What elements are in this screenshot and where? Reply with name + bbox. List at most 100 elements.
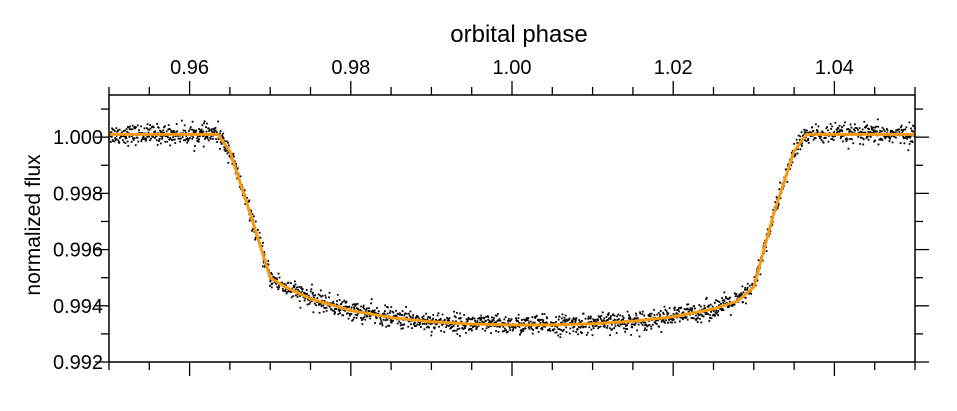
data-point (144, 139, 147, 142)
data-point (439, 318, 442, 321)
data-points (108, 118, 916, 339)
data-point (751, 283, 754, 286)
data-point (344, 305, 347, 308)
data-point (155, 139, 158, 142)
data-point (680, 306, 683, 309)
data-point (778, 188, 781, 191)
data-point (222, 132, 225, 135)
data-point (775, 196, 778, 198)
data-point (627, 317, 630, 320)
data-point (353, 306, 355, 309)
data-point (310, 288, 313, 291)
data-point (757, 259, 760, 262)
data-point (903, 142, 906, 145)
data-point (356, 314, 359, 317)
data-point (883, 130, 886, 133)
data-point (740, 293, 743, 296)
data-point (435, 323, 438, 326)
data-point (671, 321, 673, 324)
data-point (452, 330, 455, 332)
data-point (851, 138, 853, 141)
data-point (283, 282, 286, 285)
data-point (892, 130, 895, 133)
data-point (864, 131, 867, 134)
data-point (263, 265, 266, 268)
data-point (419, 326, 422, 328)
data-point (619, 323, 622, 326)
data-point (378, 310, 380, 313)
data-point (804, 131, 807, 133)
data-point (308, 303, 311, 305)
data-point (152, 136, 155, 138)
data-point (701, 315, 704, 317)
data-point (306, 303, 309, 306)
data-point (311, 293, 314, 295)
data-point (322, 304, 325, 307)
data-point (422, 315, 425, 317)
data-point (290, 296, 293, 299)
data-point (368, 307, 370, 310)
data-point (204, 138, 206, 140)
data-point (720, 309, 723, 311)
data-point (800, 131, 803, 134)
data-point (509, 319, 512, 322)
data-point (312, 311, 315, 314)
data-point (189, 126, 192, 129)
data-point (352, 303, 355, 306)
data-point (367, 310, 370, 312)
data-point (525, 319, 528, 321)
data-point (118, 137, 121, 139)
data-point (819, 135, 822, 138)
data-point (126, 140, 129, 143)
data-point (699, 313, 702, 316)
data-point (296, 296, 299, 298)
data-point (471, 329, 473, 332)
data-point (112, 140, 115, 142)
data-point (877, 143, 880, 146)
data-point (208, 130, 210, 132)
data-point (304, 297, 307, 300)
data-point (379, 316, 382, 319)
data-point (647, 314, 650, 316)
data-point (217, 120, 220, 123)
data-point (232, 152, 235, 155)
data-point (503, 318, 506, 321)
data-point (649, 315, 652, 318)
data-point (516, 320, 518, 322)
data-point (886, 129, 889, 132)
data-point (881, 139, 884, 141)
data-point (110, 131, 113, 134)
data-point (877, 125, 880, 128)
data-point (667, 312, 670, 315)
data-point (162, 129, 165, 132)
data-point (834, 121, 837, 124)
data-point (328, 296, 330, 299)
data-point (645, 323, 648, 326)
data-point (753, 276, 756, 279)
data-point (158, 137, 161, 140)
data-point (195, 129, 198, 132)
data-point (873, 140, 876, 143)
data-point (503, 327, 506, 330)
data-point (540, 318, 543, 321)
data-point (709, 316, 711, 319)
data-point (514, 326, 517, 329)
data-point (261, 245, 264, 248)
data-point (708, 320, 711, 322)
data-point (243, 189, 246, 192)
data-point (859, 143, 862, 145)
data-point (185, 135, 188, 137)
data-point (796, 141, 799, 144)
data-point (904, 136, 907, 138)
data-point (528, 321, 530, 324)
data-point (401, 323, 404, 326)
data-point (251, 213, 254, 216)
data-point (858, 131, 861, 134)
data-point (429, 323, 432, 326)
data-point (411, 327, 413, 330)
data-point (362, 317, 365, 319)
data-point (662, 319, 665, 321)
data-point (325, 306, 328, 309)
data-point (728, 297, 731, 300)
data-point (494, 314, 497, 317)
